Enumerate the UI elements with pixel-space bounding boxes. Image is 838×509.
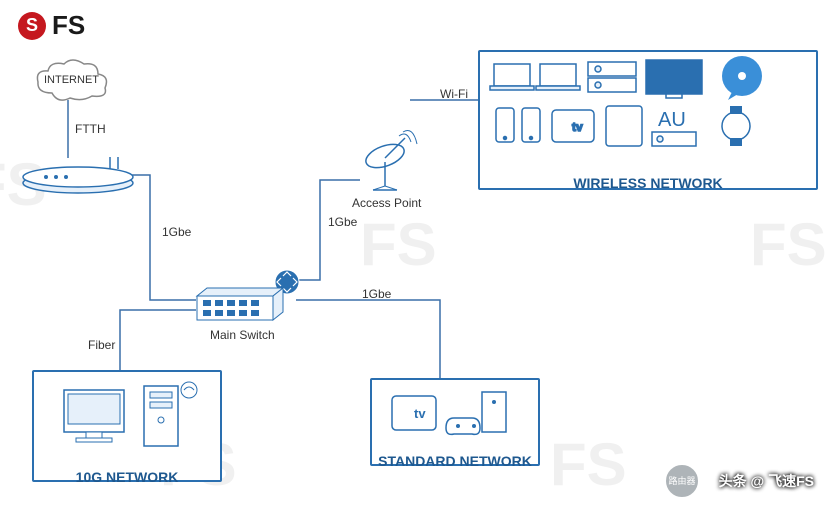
svg-text:tv: tv: [414, 406, 426, 421]
watermark: FS: [360, 210, 437, 279]
link-label-ftth: FTTH: [75, 122, 106, 136]
brand-logo: S FS: [18, 10, 85, 41]
box-10g-network: 10G NETWORK: [32, 370, 222, 482]
link-label-1gbe-2: 1Gbe: [328, 215, 357, 229]
access-point-label: Access Point: [352, 196, 421, 210]
footer-attribution: 头条 @ 飞速FS: [719, 471, 814, 491]
wireless-devices-icon: tv AU: [480, 52, 820, 164]
logo-text: FS: [52, 10, 85, 41]
modem-device: [18, 155, 138, 200]
svg-text:tv: tv: [572, 120, 583, 134]
internet-cloud: INTERNET: [32, 58, 112, 111]
box-wireless-title: WIRELESS NETWORK: [480, 175, 816, 191]
link-label-1gbe-3: 1Gbe: [362, 287, 391, 301]
footer-avatar: 路由器: [664, 463, 700, 499]
box-standard-network: tv STANDARD NETWORK: [370, 378, 540, 466]
logo-icon: S: [18, 12, 46, 40]
watermark: FS: [550, 430, 627, 499]
link-label-fiber: Fiber: [88, 338, 115, 352]
box-10g-title: 10G NETWORK: [34, 469, 220, 485]
pc-tower-icon: [34, 372, 224, 458]
box-wireless-network: tv AU WIRELESS NETWORK: [478, 50, 818, 190]
main-switch-label: Main Switch: [210, 328, 275, 342]
internet-label: INTERNET: [44, 74, 99, 86]
main-switch: [195, 270, 305, 335]
watermark: FS: [750, 210, 827, 279]
box-standard-title: STANDARD NETWORK: [372, 453, 538, 469]
link-label-wifi: Wi-Fi: [440, 87, 468, 101]
access-point: [355, 128, 425, 203]
link-label-1gbe-1: 1Gbe: [162, 225, 191, 239]
appletv-console-icon: tv: [372, 380, 542, 442]
svg-text:AU: AU: [658, 109, 686, 131]
